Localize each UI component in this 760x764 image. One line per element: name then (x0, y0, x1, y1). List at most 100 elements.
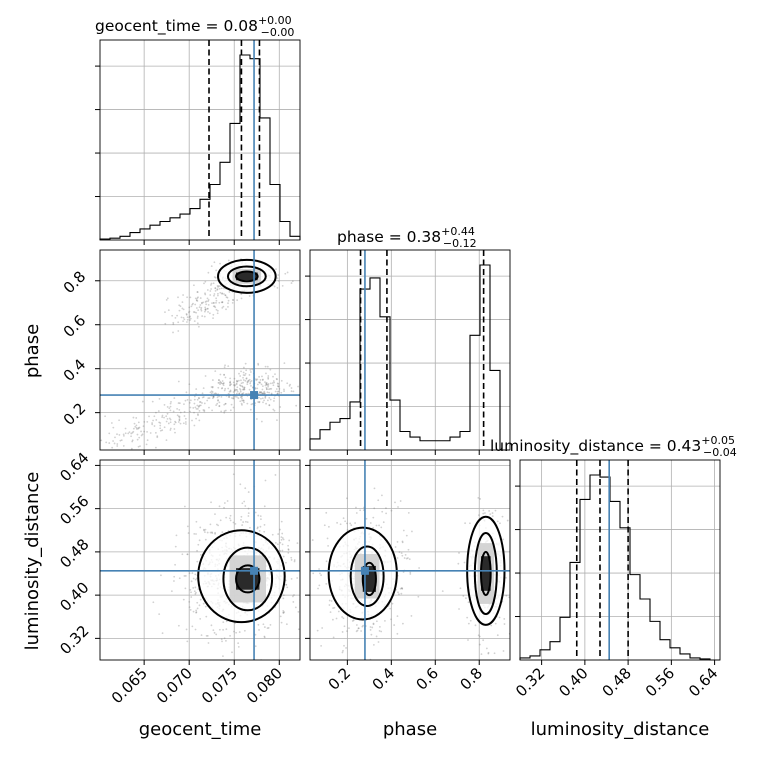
sample-point (261, 392, 264, 395)
sample-point (202, 396, 205, 398)
sample-point (238, 392, 241, 395)
sample-point (502, 538, 505, 541)
sample-point (263, 626, 266, 628)
hist-panel-phase (305, 249, 511, 455)
sample-point (271, 382, 274, 384)
sample-point (166, 417, 169, 420)
sample-point (201, 392, 204, 395)
sample-point (196, 317, 199, 319)
sample-point (254, 386, 257, 389)
sample-point (247, 512, 250, 515)
sample-point (390, 509, 393, 512)
sample-point (198, 306, 201, 309)
sample-point (211, 532, 214, 535)
sample-point (158, 421, 161, 424)
sample-point (163, 403, 166, 406)
sample-point (274, 373, 276, 376)
sample-point (330, 600, 333, 602)
sample-point (169, 421, 172, 424)
sample-point (204, 280, 207, 283)
sample-point (247, 379, 250, 382)
sample-point (267, 376, 270, 379)
sample-point (154, 431, 157, 434)
sample-point (165, 415, 168, 418)
sample-point (204, 301, 207, 303)
sample-point (341, 631, 344, 633)
sample-point (232, 521, 235, 524)
sample-point (235, 382, 238, 385)
sample-point (397, 506, 399, 508)
sample-point (311, 539, 314, 541)
sample-point (263, 635, 266, 638)
sample-point (170, 590, 173, 593)
sample-point (197, 406, 200, 408)
sample-point (250, 403, 253, 406)
sample-point (166, 412, 169, 415)
sample-point (263, 524, 266, 526)
sample-point (218, 628, 221, 631)
sample-point (178, 417, 181, 419)
sample-point (254, 633, 257, 636)
sample-point (247, 491, 250, 493)
sample-point (244, 379, 247, 382)
sample-point (296, 542, 299, 545)
sample-point (217, 292, 219, 295)
sample-point (174, 431, 176, 434)
sample-point (277, 385, 280, 388)
hist-panel-geocent-time (95, 39, 301, 245)
sample-point (189, 399, 192, 402)
sample-point (211, 391, 214, 393)
sample-point (369, 626, 372, 628)
sample-point (240, 382, 243, 385)
sample-point (207, 307, 209, 310)
sample-point (227, 305, 229, 308)
sample-point (346, 522, 348, 525)
sample-point (400, 592, 403, 595)
sample-point (276, 382, 279, 385)
sample-point (230, 403, 233, 406)
sample-point (199, 401, 202, 403)
sample-point (332, 618, 334, 621)
sample-point (189, 608, 192, 611)
sample-point (111, 446, 114, 449)
sample-point (229, 384, 231, 387)
sample-point (217, 381, 220, 384)
sample-point (221, 531, 224, 533)
sample-point (186, 318, 189, 321)
sample-point (260, 397, 262, 400)
sample-point (280, 538, 283, 541)
sample-point (189, 317, 192, 320)
sample-point (269, 382, 272, 385)
sample-point (192, 407, 195, 409)
sample-point (112, 440, 114, 442)
sample-point (269, 368, 272, 371)
sample-point (329, 611, 332, 613)
sample-point (120, 439, 123, 442)
sample-point (217, 294, 219, 297)
sample-point (141, 400, 144, 403)
sample-point (196, 607, 199, 610)
sample-point (214, 513, 216, 516)
sample-point (190, 580, 193, 583)
sample-point (194, 586, 197, 589)
sample-point (240, 370, 242, 373)
sample-point (190, 305, 193, 308)
sample-point (224, 376, 227, 379)
sample-point (382, 521, 385, 524)
sample-point (270, 392, 273, 395)
sample-point (378, 630, 381, 632)
sample-point (205, 634, 208, 637)
sample-point (188, 402, 191, 404)
sample-point (224, 402, 227, 405)
sample-point (200, 301, 203, 304)
sample-point (254, 645, 257, 648)
sample-point (206, 634, 209, 637)
sample-point (165, 420, 168, 423)
sample-point (133, 422, 136, 425)
sample-point (278, 387, 281, 390)
sample-point (201, 396, 204, 399)
sample-point (213, 261, 216, 264)
sample-point (257, 396, 260, 399)
sample-point (158, 613, 161, 616)
sample-point (360, 630, 363, 632)
